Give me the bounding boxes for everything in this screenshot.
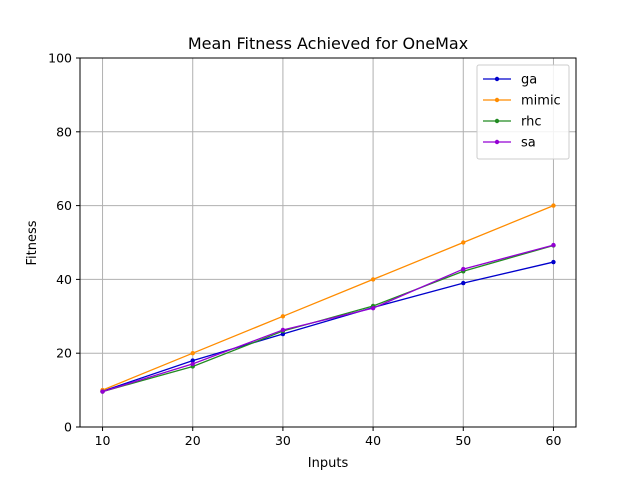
x-tick-label: 50	[455, 433, 471, 448]
data-point-sa	[461, 266, 466, 272]
chart-title: Mean Fitness Achieved for OneMax	[188, 34, 468, 53]
y-tick-label: 0	[64, 420, 72, 435]
y-tick-label: 20	[56, 346, 72, 361]
legend: ga mimic rhc sa	[476, 64, 570, 160]
series-lines	[100, 203, 556, 394]
data-point-sa	[100, 389, 105, 394]
legend-box	[476, 64, 570, 160]
data-point-ga	[190, 358, 195, 363]
x-tick-label: 60	[546, 433, 562, 448]
x-axis-label: Inputs	[308, 456, 349, 471]
data-point-sa	[280, 327, 286, 333]
data-point-mimic	[370, 277, 376, 282]
legend-label-sa: sa	[521, 136, 536, 151]
data-point-mimic	[190, 351, 195, 356]
x-tick-label: 10	[95, 433, 111, 448]
data-point-mimic	[551, 203, 556, 208]
legend-marker-rhc	[494, 118, 500, 124]
legend-marker-sa	[494, 139, 500, 145]
data-point-sa	[551, 242, 556, 248]
legend-marker-mimic	[494, 97, 500, 103]
legend-marker-ga	[494, 76, 500, 82]
y-tick-label: 60	[56, 198, 72, 213]
y-tick-label: 100	[48, 51, 72, 66]
axis-ticks: 10 20 30 40 50 60 0 20 40 60 80 100	[48, 51, 561, 449]
y-tick-label: 80	[56, 124, 72, 139]
data-point-ga	[551, 259, 556, 265]
data-point-mimic	[280, 314, 286, 319]
legend-label-mimic: mimic	[521, 94, 561, 109]
series-line-ga	[102, 261, 554, 392]
data-point-mimic	[461, 240, 466, 245]
data-point-ga	[461, 280, 466, 286]
data-point-sa	[190, 361, 195, 367]
series-line-mimic	[102, 204, 554, 391]
x-tick-label: 20	[185, 433, 201, 448]
x-tick-label: 30	[275, 433, 291, 448]
legend-label-rhc: rhc	[521, 115, 542, 130]
plot-frame	[79, 57, 577, 428]
data-point-sa	[370, 305, 376, 311]
x-tick-label: 40	[365, 433, 381, 448]
y-tick-label: 40	[56, 272, 72, 287]
y-axis-label: Fitness	[25, 220, 40, 265]
legend-label-ga: ga	[521, 73, 537, 88]
series-line-sa	[102, 244, 554, 393]
